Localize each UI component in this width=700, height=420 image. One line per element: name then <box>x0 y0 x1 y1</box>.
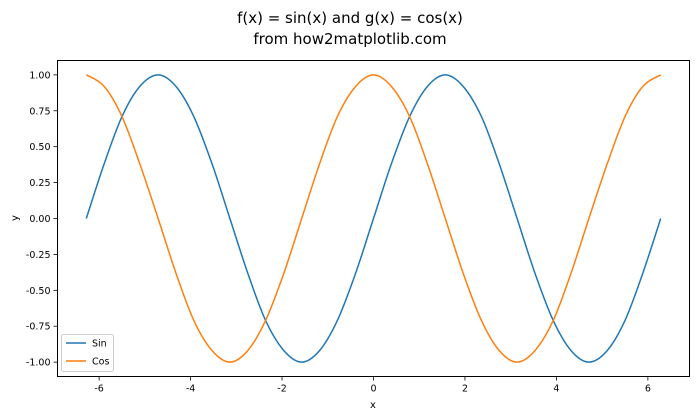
y-tick-label: 0.25 <box>29 178 50 189</box>
chart-title-line-1: f(x) = sin(x) and g(x) = cos(x) <box>237 9 463 27</box>
x-tick-label: 6 <box>645 384 651 395</box>
y-tick-label: -0.75 <box>26 322 51 333</box>
x-axis-ticks: -6 -4 -2 0 2 4 6 <box>94 376 651 395</box>
chart-title-line-2: from how2matplotlib.com <box>253 30 446 48</box>
y-tick-label: -0.50 <box>26 286 51 297</box>
series-line-sin <box>85 74 662 363</box>
x-tick-label: 0 <box>370 384 376 395</box>
y-tick-label: 1.00 <box>29 70 50 81</box>
x-axis-label: x <box>370 400 376 411</box>
legend-label-cos: Cos <box>92 357 109 368</box>
x-tick-label: -6 <box>94 384 103 395</box>
x-tick-label: -4 <box>186 384 195 395</box>
legend: Sin Cos <box>61 334 114 372</box>
x-tick-label: 4 <box>553 384 559 395</box>
y-axis-label: y <box>10 215 21 221</box>
y-tick-label: -0.25 <box>26 250 51 261</box>
plot-frame <box>57 60 690 377</box>
x-tick-label: -2 <box>277 384 286 395</box>
x-tick-label: 2 <box>462 384 468 395</box>
y-tick-label: 0.00 <box>29 214 50 225</box>
y-axis-ticks: 1.00 0.75 0.50 0.25 0.00 -0.25 -0.50 -0.75 -1.00 <box>26 70 58 369</box>
legend-label-sin: Sin <box>92 339 107 350</box>
y-tick-label: 0.50 <box>29 142 50 153</box>
y-tick-label: -1.00 <box>26 358 51 369</box>
y-tick-label: 0.75 <box>29 106 50 117</box>
series-layer <box>85 74 662 363</box>
series-line-cos <box>85 74 662 363</box>
